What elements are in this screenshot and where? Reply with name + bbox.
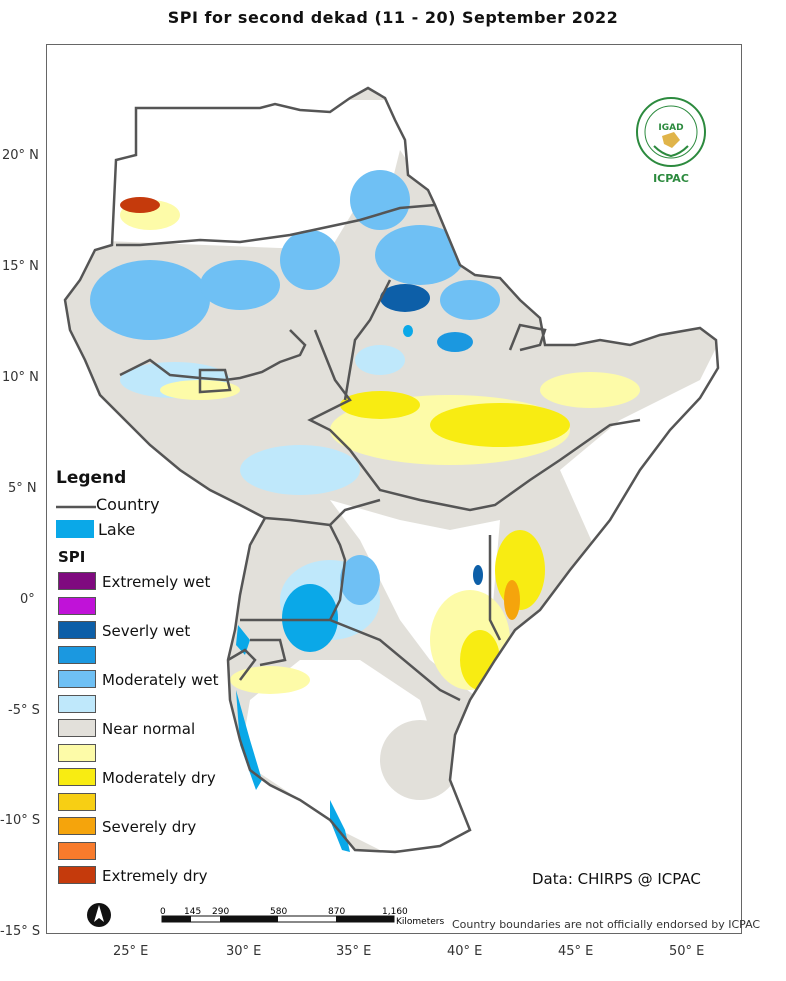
- spi-swatch: [58, 768, 96, 786]
- spi-swatch: [58, 817, 96, 835]
- spi-swatch: [58, 572, 96, 590]
- spi-heading: SPI: [58, 548, 86, 566]
- spi-swatch: [58, 719, 96, 737]
- spi-swatch: [58, 621, 96, 639]
- lake: [236, 625, 250, 655]
- data-credit: Data: CHIRPS @ ICPAC: [532, 870, 701, 888]
- scale-label: 580: [270, 907, 287, 917]
- spi-swatch: [58, 792, 96, 811]
- scale-label: 1,160: [382, 907, 408, 917]
- lake-tana: [403, 325, 413, 337]
- spi-swatch: [58, 645, 96, 664]
- lon-label: 30° E: [226, 944, 262, 959]
- lat-label: 20° N: [2, 148, 39, 163]
- lake-victoria: [282, 584, 338, 652]
- spi-class-label: Moderately wet: [102, 671, 219, 689]
- spi-class-label: Extremely wet: [102, 573, 211, 591]
- spi-class-label: Severely dry: [102, 818, 197, 836]
- spi-class-label: Extremely dry: [102, 867, 208, 885]
- logo-igad-text: IGAD: [658, 123, 683, 133]
- scale-bar: 0 145 290 580 870 1,160 Kilometers: [160, 907, 444, 927]
- logo-icpac-text: ICPAC: [653, 172, 689, 185]
- disclaimer: Country boundaries are not officially en…: [452, 918, 761, 931]
- scale-unit: Kilometers: [396, 917, 444, 927]
- scale-label: 290: [212, 907, 229, 917]
- spi-swatch: [58, 841, 96, 860]
- lon-label: 35° E: [336, 944, 372, 959]
- legend-title: Legend: [56, 468, 127, 488]
- country-boundaries: [63, 86, 720, 854]
- spi-class-label: Moderately dry: [102, 769, 216, 787]
- scale-label: 145: [184, 907, 201, 917]
- lat-label: -15° S: [0, 924, 41, 939]
- scale-label: 870: [328, 907, 345, 917]
- lake-tanganyika: [236, 690, 262, 790]
- lat-label: 15° N: [2, 259, 39, 274]
- spi-swatch: [58, 670, 96, 688]
- map-title: SPI for second dekad (11 - 20) September…: [167, 8, 619, 27]
- spi-swatch: [58, 866, 96, 884]
- lat-label: -5° S: [8, 703, 40, 718]
- igad-icpac-logo: IGAD ICPAC: [636, 97, 706, 185]
- lat-label: 5° N: [8, 481, 37, 496]
- lake-turkana: [473, 565, 483, 585]
- lon-label: 50° E: [669, 944, 705, 959]
- spi-class-label: Severly wet: [102, 622, 191, 640]
- lat-label: 10° N: [2, 370, 39, 385]
- lon-label: 45° E: [558, 944, 594, 959]
- lon-label: 40° E: [447, 944, 483, 959]
- legend-country-label: Country: [96, 495, 160, 514]
- lat-label: -10° S: [0, 813, 41, 828]
- legend-lake-label: Lake: [98, 520, 136, 539]
- spi-swatch: [58, 596, 96, 615]
- spi-swatch: [58, 743, 96, 762]
- spi-class-label: Near normal: [102, 720, 196, 738]
- scale-label: 0: [160, 907, 166, 917]
- lon-label: 25° E: [113, 944, 149, 959]
- lat-label: 0°: [20, 592, 35, 607]
- country-line-symbol: [56, 505, 96, 509]
- lake-swatch: [56, 520, 94, 538]
- north-arrow-icon: [87, 903, 111, 927]
- spi-swatch: [58, 694, 96, 713]
